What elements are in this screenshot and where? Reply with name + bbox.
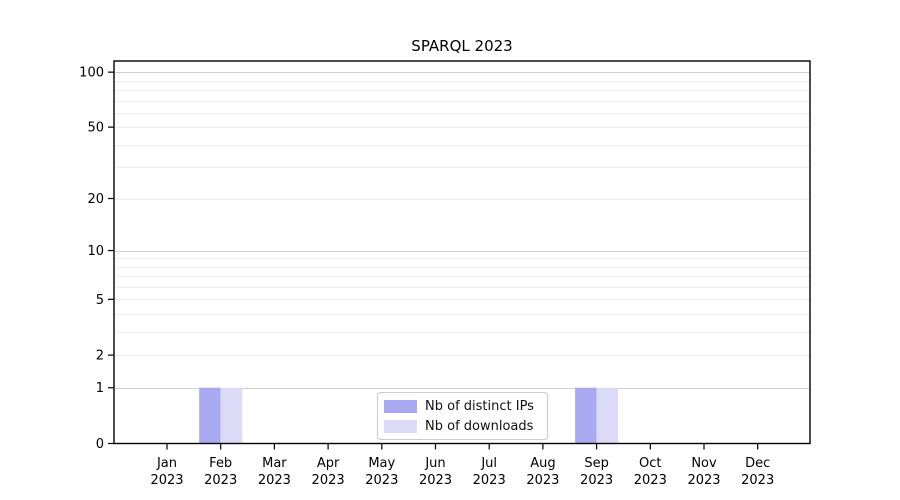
y-tick-label: 5 <box>96 293 104 308</box>
x-tick-label-month: Aug <box>530 456 555 471</box>
x-tick-label-month: Mar <box>262 456 287 471</box>
x-tick-label-month: Dec <box>745 456 770 471</box>
bar-distinct-ips <box>575 387 597 444</box>
plot-border <box>113 60 811 445</box>
x-tick-label-year: 2023 <box>473 473 506 488</box>
x-tick-label-year: 2023 <box>258 473 291 488</box>
legend-label-downloads: Nb of downloads <box>425 418 534 434</box>
legend-swatch-downloads <box>384 419 417 433</box>
legend-label-distinct-ips: Nb of distinct IPs <box>425 398 534 414</box>
x-tick-label-year: 2023 <box>204 473 237 488</box>
bar-downloads <box>596 387 619 444</box>
x-tick-label-year: 2023 <box>150 473 183 488</box>
legend-item-downloads: Nb of downloads <box>384 416 547 436</box>
x-tick-label-year: 2023 <box>687 473 720 488</box>
x-tick-label-month: Jul <box>480 456 497 471</box>
x-tick-label-month: May <box>368 456 395 471</box>
x-tick-label-month: Nov <box>691 456 717 471</box>
x-tick-label-year: 2023 <box>634 473 667 488</box>
x-tick-label-month: Feb <box>209 456 232 471</box>
x-tick-label-year: 2023 <box>741 473 774 488</box>
y-tick-label: 0 <box>96 437 104 452</box>
x-tick-label-year: 2023 <box>526 473 559 488</box>
bar-distinct-ips <box>199 387 221 444</box>
y-tick-label: 20 <box>87 192 104 207</box>
legend: Nb of distinct IPs Nb of downloads <box>377 392 548 440</box>
chart-title: SPARQL 2023 <box>411 37 513 55</box>
y-tick-label: 2 <box>96 349 104 364</box>
legend-item-distinct-ips: Nb of distinct IPs <box>384 396 547 416</box>
y-tick-label: 50 <box>87 121 104 136</box>
y-tick-label: 1 <box>96 381 104 396</box>
x-tick-label-month: Apr <box>317 456 340 471</box>
y-tick-label: 10 <box>87 244 104 259</box>
x-tick-label-year: 2023 <box>312 473 345 488</box>
x-tick-label-month: Jun <box>424 456 445 471</box>
x-tick-label-year: 2023 <box>419 473 452 488</box>
x-tick-label-year: 2023 <box>365 473 398 488</box>
x-tick-label-month: Sep <box>584 456 609 471</box>
x-tick-label-month: Oct <box>639 456 661 471</box>
y-tick-label: 100 <box>79 66 104 81</box>
bar-downloads <box>220 387 243 444</box>
legend-swatch-distinct-ips <box>384 399 417 413</box>
x-tick-label-month: Jan <box>156 456 177 471</box>
x-tick-label-year: 2023 <box>580 473 613 488</box>
